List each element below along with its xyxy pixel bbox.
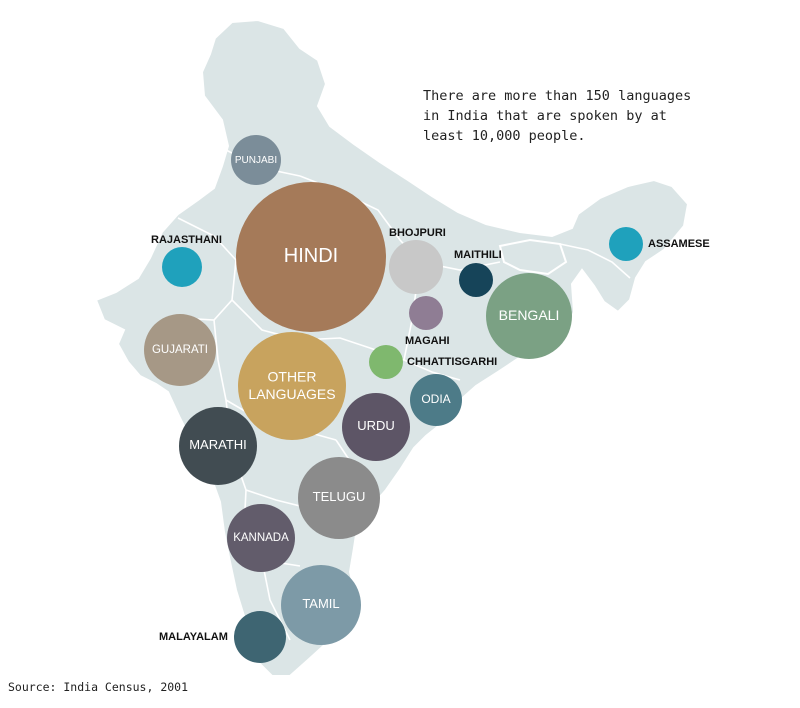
- odia-label: ODIA: [421, 392, 450, 406]
- bengali-label: BENGALI: [499, 307, 560, 323]
- kannada-circle: [227, 504, 295, 572]
- bubble-punjabi: PUNJABI: [231, 135, 281, 185]
- bubble-magahi: MAGAHI: [405, 296, 450, 347]
- telugu-label: TELUGU: [313, 489, 366, 504]
- urdu-circle: [342, 393, 410, 461]
- bubble-other-languages: OTHER LANGUAGES: [238, 332, 346, 440]
- source-note: Source: India Census, 2001: [8, 680, 189, 694]
- bubble-gujarati: GUJARATI: [144, 314, 216, 386]
- malayalam-circle: [234, 611, 286, 663]
- rajasthani-label: RAJASTHANI: [151, 234, 222, 246]
- malayalam-label: MALAYALAM: [159, 631, 228, 643]
- punjabi-circle: [231, 135, 281, 185]
- maithili-label: MAITHILI: [454, 249, 502, 261]
- gujarati-label: GUJARATI: [152, 344, 208, 356]
- bubble-urdu: URDU: [342, 393, 410, 461]
- bubble-tamil: TAMIL: [281, 565, 361, 645]
- tamil-circle: [281, 565, 361, 645]
- hindi-label: HINDI: [284, 245, 338, 267]
- bubble-maithili: MAITHILI: [454, 249, 502, 297]
- bengali-circle: [486, 273, 572, 359]
- bubble-chhattisgarhi: CHHATTISGARHI: [369, 345, 497, 379]
- bubble-hindi: HINDI: [236, 182, 386, 332]
- gujarati-circle: [144, 314, 216, 386]
- assamese-label: ASSAMESE: [648, 238, 710, 250]
- northeast-shape: [498, 238, 568, 276]
- bhojpuri-label: BHOJPURI: [389, 227, 446, 239]
- chhattisgarhi-label: CHHATTISGARHI: [407, 356, 497, 368]
- bubble-telugu: TELUGU: [298, 457, 380, 539]
- bubble-rajasthani: RAJASTHANI: [151, 234, 222, 287]
- telugu-circle: [298, 457, 380, 539]
- bubble-kannada: KANNADA: [227, 504, 295, 572]
- hindi-circle: [236, 182, 386, 332]
- chhattisgarhi-circle: [369, 345, 403, 379]
- language-bubbles: HINDI OTHER LANGUAGES BENGALI TELUGU MARATHI T…: [144, 135, 710, 663]
- rajasthani-circle: [162, 247, 202, 287]
- marathi-label: MARATHI: [189, 437, 247, 452]
- bubble-bhojpuri: BHOJPURI: [389, 227, 446, 294]
- maithili-circle: [459, 263, 493, 297]
- bubble-malayalam: MALAYALAM: [159, 611, 286, 663]
- bubble-bengali: BENGALI: [486, 273, 572, 359]
- bubble-odia: ODIA: [410, 374, 462, 426]
- punjabi-label: PUNJABI: [235, 155, 277, 166]
- bubble-marathi: MARATHI: [179, 407, 257, 485]
- other-languages-circle: [238, 332, 346, 440]
- magahi-label: MAGAHI: [405, 335, 450, 347]
- assamese-circle: [609, 227, 643, 261]
- bubble-assamese: ASSAMESE: [609, 227, 710, 261]
- kannada-label: KANNADA: [233, 532, 289, 544]
- urdu-label: URDU: [357, 418, 395, 433]
- other-languages-label: OTHER LANGUAGES: [248, 368, 335, 402]
- tamil-label: TAMIL: [302, 596, 339, 611]
- magahi-circle: [409, 296, 443, 330]
- bhojpuri-circle: [389, 240, 443, 294]
- info-note: There are more than 150 languages in Ind…: [423, 88, 692, 144]
- marathi-circle: [179, 407, 257, 485]
- odia-circle: [410, 374, 462, 426]
